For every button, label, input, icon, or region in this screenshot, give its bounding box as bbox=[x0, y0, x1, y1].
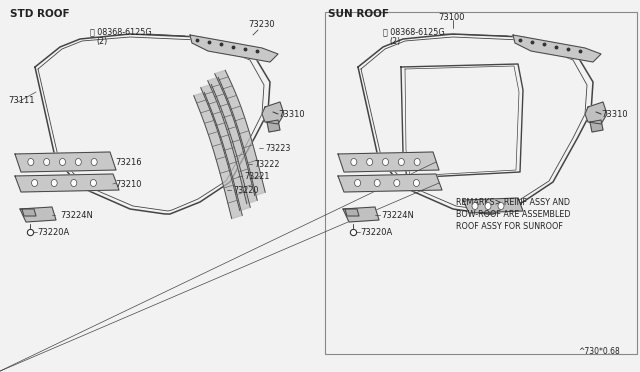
Ellipse shape bbox=[28, 158, 34, 166]
Ellipse shape bbox=[413, 180, 419, 186]
Polygon shape bbox=[215, 70, 265, 196]
Ellipse shape bbox=[355, 180, 360, 186]
Ellipse shape bbox=[31, 180, 38, 186]
Ellipse shape bbox=[374, 180, 380, 186]
Ellipse shape bbox=[351, 158, 357, 166]
Text: SUN ROOF: SUN ROOF bbox=[328, 9, 389, 19]
Polygon shape bbox=[513, 35, 601, 62]
Ellipse shape bbox=[485, 202, 491, 209]
Polygon shape bbox=[338, 152, 439, 172]
Ellipse shape bbox=[414, 158, 420, 166]
Ellipse shape bbox=[51, 180, 57, 186]
Ellipse shape bbox=[71, 180, 77, 186]
Text: 73100: 73100 bbox=[438, 13, 465, 22]
Text: STD ROOF: STD ROOF bbox=[10, 9, 70, 19]
Polygon shape bbox=[463, 198, 523, 213]
Text: 73223: 73223 bbox=[265, 144, 291, 153]
Text: 73222: 73222 bbox=[254, 160, 280, 169]
Text: 73310: 73310 bbox=[278, 109, 305, 119]
Polygon shape bbox=[345, 209, 359, 216]
Polygon shape bbox=[208, 77, 257, 203]
Text: 73111: 73111 bbox=[8, 96, 35, 105]
Text: 73310: 73310 bbox=[601, 109, 628, 119]
Ellipse shape bbox=[90, 180, 97, 186]
Polygon shape bbox=[22, 209, 36, 216]
Polygon shape bbox=[20, 207, 56, 222]
Text: 73220A: 73220A bbox=[360, 228, 392, 237]
Polygon shape bbox=[338, 174, 442, 192]
Ellipse shape bbox=[398, 158, 404, 166]
Text: 73220: 73220 bbox=[233, 186, 259, 195]
Polygon shape bbox=[15, 152, 116, 172]
Text: Ⓢ 08368-6125G: Ⓢ 08368-6125G bbox=[383, 28, 445, 36]
Ellipse shape bbox=[472, 202, 478, 209]
Polygon shape bbox=[262, 102, 284, 124]
Text: (2): (2) bbox=[96, 36, 108, 45]
Text: 73216: 73216 bbox=[115, 157, 141, 167]
Polygon shape bbox=[190, 35, 278, 62]
Polygon shape bbox=[194, 92, 243, 219]
Ellipse shape bbox=[394, 180, 400, 186]
Text: 73210: 73210 bbox=[115, 180, 141, 189]
Ellipse shape bbox=[91, 158, 97, 166]
Ellipse shape bbox=[44, 158, 50, 166]
Text: 73221: 73221 bbox=[244, 171, 269, 180]
Text: 73220A: 73220A bbox=[37, 228, 69, 237]
Ellipse shape bbox=[498, 202, 504, 209]
Ellipse shape bbox=[383, 158, 388, 166]
Text: BOW-ROOF ARE ASSEMBLED: BOW-ROOF ARE ASSEMBLED bbox=[456, 209, 570, 218]
Polygon shape bbox=[15, 174, 119, 192]
Polygon shape bbox=[201, 84, 250, 211]
Text: (2): (2) bbox=[389, 36, 400, 45]
Polygon shape bbox=[343, 207, 379, 222]
Text: REMARKS> REINF ASSY AND: REMARKS> REINF ASSY AND bbox=[456, 198, 570, 206]
Text: 73224N: 73224N bbox=[60, 211, 93, 219]
Text: ROOF ASSY FOR SUNROOF: ROOF ASSY FOR SUNROOF bbox=[456, 221, 563, 231]
Bar bbox=[325, 12, 637, 354]
Polygon shape bbox=[590, 120, 603, 132]
Ellipse shape bbox=[60, 158, 65, 166]
Ellipse shape bbox=[76, 158, 81, 166]
Text: ^730*0.68: ^730*0.68 bbox=[579, 347, 620, 356]
Text: 73230: 73230 bbox=[248, 19, 275, 29]
Polygon shape bbox=[267, 120, 280, 132]
Text: Ⓢ 08368-6125G: Ⓢ 08368-6125G bbox=[90, 28, 152, 36]
Polygon shape bbox=[585, 102, 607, 124]
Ellipse shape bbox=[367, 158, 372, 166]
Text: 73224N: 73224N bbox=[381, 211, 414, 219]
